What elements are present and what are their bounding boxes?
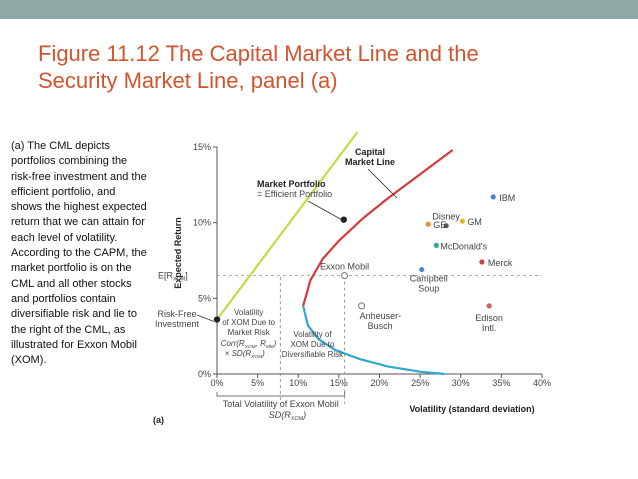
series-line-2 xyxy=(302,305,445,376)
diversifiable-vol-label: Volatility of xyxy=(293,330,332,339)
cml-label: Capital xyxy=(355,147,385,157)
stock-label: Campbell xyxy=(410,274,448,284)
slide-title: Figure 11.12 The Capital Market Line and… xyxy=(38,40,618,94)
x-tick-label: 10% xyxy=(289,378,307,388)
title-line-2: Security Market Line, panel (a) xyxy=(38,68,338,93)
series-line-1 xyxy=(302,149,454,307)
x-tick-label: 20% xyxy=(370,378,388,388)
y-axis-title: Expected Return xyxy=(173,217,183,289)
top-accent-bar xyxy=(0,0,638,19)
cml-arrow xyxy=(367,168,398,199)
market-vol-formula: Corr(RXOM, RMkt) xyxy=(221,339,277,350)
stock-point xyxy=(478,258,486,266)
risk-free-point xyxy=(213,316,221,323)
market-vol-label: Market Risk xyxy=(228,328,271,337)
x-tick-label: 0% xyxy=(210,378,223,388)
stock-label: GE xyxy=(433,220,446,230)
stock-point xyxy=(489,193,497,201)
stock-label: Busch xyxy=(368,321,393,331)
stock-label: Soup xyxy=(418,284,439,294)
stock-label: McDonald's xyxy=(440,241,487,251)
risk-free-label: Investment xyxy=(155,319,200,329)
x-tick-label: 30% xyxy=(452,378,470,388)
stock-point xyxy=(424,220,432,228)
cml-label: Market Line xyxy=(345,157,395,167)
market-vol-label: of XOM Due to xyxy=(222,318,275,327)
slide-description: (a) The CML depicts portfolios combining… xyxy=(11,140,147,367)
stock-point xyxy=(418,266,426,273)
diversifiable-vol-label: XOM Due to xyxy=(290,340,335,349)
stock-point xyxy=(432,241,440,249)
stock-label: Disney xyxy=(432,212,460,222)
market-vol-formula: × SD(RXOM) xyxy=(225,349,265,360)
chart-axes: 0% 5% 10% 15% 20% 25% 30% 35% 40% 0% 5% 10% 15% Expec… xyxy=(153,142,551,425)
x-tick-label: 35% xyxy=(492,378,510,388)
stock-point xyxy=(458,217,466,225)
chart-points xyxy=(213,193,497,323)
market-portfolio-point xyxy=(340,216,347,223)
risk-free-label: Risk-Free xyxy=(157,309,196,319)
stock-point xyxy=(341,272,349,280)
market-portfolio-arrow xyxy=(307,200,345,222)
xom-expected-return-label: E[RXOM] xyxy=(158,271,188,283)
stock-label: IBM xyxy=(499,193,515,203)
y-tick-label: 15% xyxy=(193,142,211,152)
diversifiable-vol-label: Diversifiable Risk xyxy=(282,350,344,359)
total-vol-bracket xyxy=(216,392,346,397)
stock-point xyxy=(485,302,493,310)
x-tick-label: 5% xyxy=(251,378,264,388)
market-vol-label: Volatility xyxy=(234,308,263,317)
y-tick-label: 5% xyxy=(198,293,211,303)
y-tick-label: 10% xyxy=(193,218,211,228)
x-axis-title: Volatility (standard deviation) xyxy=(409,404,534,414)
total-vol-formula: SD(RXOM) xyxy=(269,410,306,422)
x-tick-label: 40% xyxy=(533,378,551,388)
stock-label: Exxon Mobil xyxy=(320,262,369,272)
market-portfolio-label: = Efficient Portfolio xyxy=(257,189,332,199)
y-tick-label: 0% xyxy=(198,369,211,379)
chart-lines xyxy=(216,131,454,376)
x-tick-label: 25% xyxy=(411,378,429,388)
cml-chart: 0% 5% 10% 15% 20% 25% 30% 35% 40% 0% 5% 10% 15% Expec… xyxy=(153,131,551,425)
x-tick-label: 15% xyxy=(330,378,348,388)
stock-point xyxy=(358,302,366,310)
stock-label: Edison xyxy=(475,313,503,323)
stock-label: Intl. xyxy=(482,323,497,333)
title-line-1: Figure 11.12 The Capital Market Line and… xyxy=(38,41,479,66)
stock-label: Anheuser- xyxy=(360,311,402,321)
stock-label: Merck xyxy=(488,258,513,268)
stock-label: GM xyxy=(467,217,482,227)
total-vol-label: Total Volatility of Exxon Mobil xyxy=(223,399,339,409)
risk-free-arrow xyxy=(196,314,215,322)
market-portfolio-label: Market Portfolio xyxy=(257,179,326,189)
panel-label: (a) xyxy=(153,415,164,425)
stock-point xyxy=(442,222,450,230)
series-line-0 xyxy=(216,131,359,321)
